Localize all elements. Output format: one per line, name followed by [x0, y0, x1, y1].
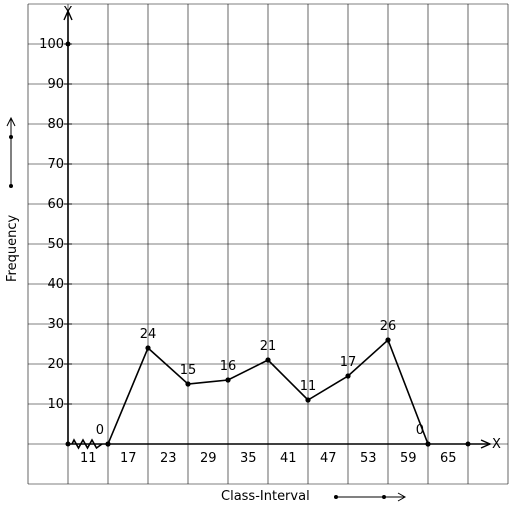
x-axis-title: Class-Interval	[221, 489, 310, 504]
data-point	[185, 381, 191, 387]
data-point	[105, 441, 111, 447]
data-label: 15	[180, 363, 197, 378]
x-tick-label: 11	[80, 451, 97, 466]
x-tick-labels: 11 17 23 29 35 41 47 53 59 65	[80, 451, 457, 466]
y-tick-label: 50	[47, 237, 64, 252]
data-point	[145, 345, 151, 351]
x-tick-label: 47	[320, 451, 337, 466]
axes	[63, 9, 492, 450]
data-point	[425, 441, 431, 447]
series	[105, 337, 431, 447]
y-tick-label: 100	[39, 37, 64, 52]
y-axis-letter: Y	[63, 5, 72, 20]
y-tick-label: 10	[47, 397, 64, 412]
data-label: 11	[300, 379, 317, 394]
x-tick-label: 53	[360, 451, 377, 466]
data-point	[385, 337, 391, 343]
y-title-arrow-icon	[6, 116, 16, 188]
data-label: 0	[416, 423, 424, 438]
x-title-arrow-icon	[334, 492, 407, 502]
data-point	[225, 377, 231, 383]
data-label: 24	[140, 327, 157, 342]
x-tick-label: 23	[160, 451, 177, 466]
data-point	[265, 357, 271, 363]
x-axis-arrow-icon	[480, 439, 492, 449]
y-tick-label: 60	[47, 197, 64, 212]
y-tick-label: 90	[47, 77, 64, 92]
y-tick-labels: 10 20 30 40 50 60 70 80 90 100	[39, 37, 72, 412]
x-axis-end-dot	[465, 441, 471, 447]
y-tick-label: 20	[47, 357, 64, 372]
x-tick-label: 59	[400, 451, 417, 466]
y-tick-label: 80	[47, 117, 64, 132]
origin-dot	[65, 441, 71, 447]
data-label: 0	[96, 423, 104, 438]
x-tick-label: 17	[120, 451, 137, 466]
y-tick-label: 30	[47, 317, 64, 332]
y-tick-label: 70	[47, 157, 64, 172]
x-tick-label: 29	[200, 451, 217, 466]
grid	[27, 3, 509, 485]
y-tick-label: 40	[47, 277, 64, 292]
data-label: 17	[340, 355, 357, 370]
x-tick-label: 35	[240, 451, 257, 466]
x-tick-label: 65	[440, 451, 457, 466]
x-axis-letter: X	[492, 437, 501, 452]
data-label: 26	[380, 319, 397, 334]
data-label: 21	[260, 339, 277, 354]
data-labels: 0 24 15 16 21 11 17 26 0	[96, 319, 424, 438]
data-point	[305, 397, 311, 403]
y-axis-arrow-icon	[63, 9, 73, 21]
data-point	[345, 373, 351, 379]
data-label: 16	[220, 359, 237, 374]
x-tick-label: 41	[280, 451, 297, 466]
y-axis-title: Frequency	[5, 215, 20, 282]
axis-break-icon	[71, 438, 103, 450]
